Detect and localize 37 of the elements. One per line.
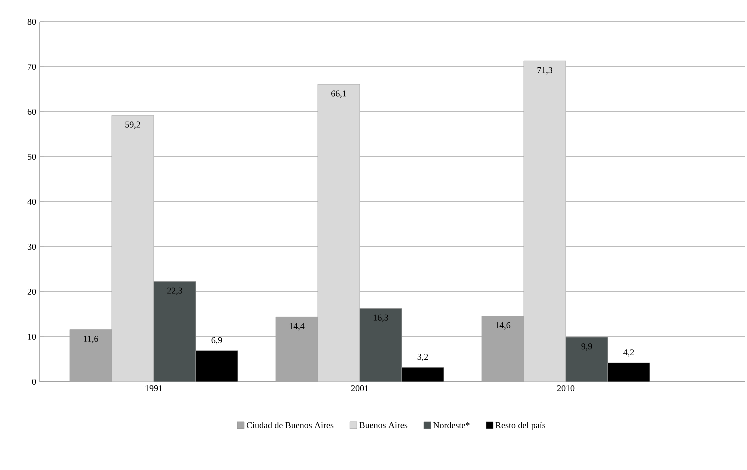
bar [112, 115, 154, 382]
y-tick-label: 30 [28, 244, 36, 250]
x-tick-label: 1991 [146, 386, 162, 392]
legend-label: Ciudad de Buenos Aires [246, 422, 334, 428]
bar [360, 308, 402, 382]
y-tick-label: 60 [28, 108, 36, 116]
data-label: 14,6 [496, 322, 511, 330]
data-label: 3,2 [418, 354, 428, 362]
x-tick-label: 2001 [351, 386, 368, 392]
bar [154, 281, 196, 382]
y-tick-label: 10 [28, 334, 36, 340]
y-tick-label: 20 [28, 288, 36, 296]
bar [318, 84, 360, 382]
y-tick-label: 80 [28, 18, 36, 26]
data-label: 16,3 [374, 314, 389, 322]
bar [196, 350, 238, 382]
data-label: 59,2 [126, 122, 140, 130]
legend-label: Buenos Aires [360, 422, 408, 428]
data-label: 9,9 [582, 344, 592, 351]
legend-label: Nordeste* [434, 422, 470, 428]
x-tick-label: 2010 [557, 386, 575, 392]
bar [608, 362, 650, 382]
legend-label: Resto del país [496, 422, 546, 430]
bar [524, 60, 566, 382]
data-label: 71,3 [538, 67, 553, 75]
data-label: 4,2 [624, 350, 634, 357]
bar [402, 367, 444, 382]
bar [566, 337, 608, 382]
y-tick-label: 70 [28, 64, 36, 70]
y-tick-label: 50 [28, 154, 36, 160]
y-tick-label: 40 [28, 198, 36, 206]
data-label: 66,1 [332, 90, 346, 98]
data-label: 11,6 [84, 336, 98, 344]
data-label: 22,3 [168, 288, 183, 296]
data-label: 6,9 [212, 337, 222, 345]
y-tick-label: 0 [32, 378, 36, 386]
data-label: 14,4 [290, 323, 305, 331]
